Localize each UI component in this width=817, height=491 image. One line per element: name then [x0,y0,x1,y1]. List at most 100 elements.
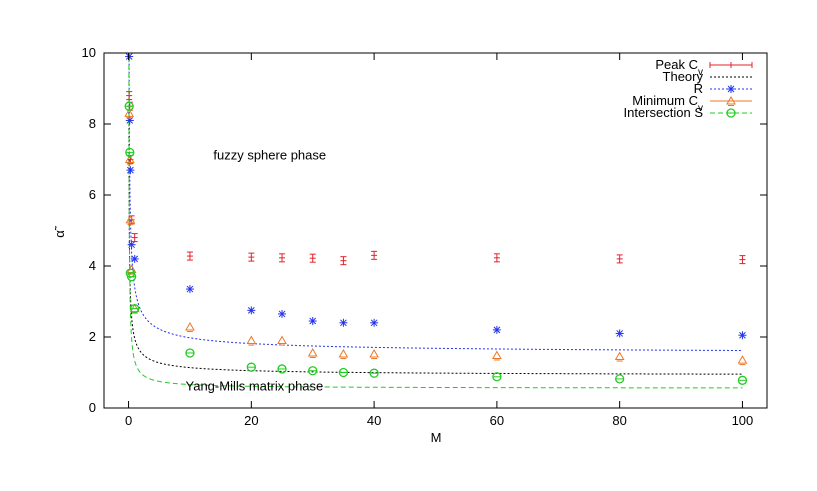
data-point-series-0 [739,255,746,265]
data-point-series-2 [308,317,317,326]
axis-ticks: 0 20 40 60 80 100 0 2 4 6 8 10 [82,45,767,428]
data-point-series-4 [369,368,379,378]
data-point-series-4 [126,271,137,282]
legend-label: Peak Cv [655,57,703,78]
data-point-series-3 [369,349,379,360]
data-point-series-0 [131,233,138,243]
data-point-series-2 [615,329,624,338]
data-point-series-2 [492,325,501,334]
y-axis-label: α̃ [52,225,67,238]
data-point-series-2 [185,285,194,294]
curve-series-1 [128,112,743,375]
x-tick-label: 60 [490,413,504,428]
marker-triangle [277,335,287,345]
data-point-series-3 [125,214,136,225]
plot-area [103,52,768,409]
marker-triangle [246,335,257,345]
legend-label-text: Minimum C [632,93,698,108]
annotations: fuzzy sphere phase Yang-Mills matrix phas… [186,148,327,394]
annotation: fuzzy sphere phase [213,148,326,163]
data-point-series-4 [130,303,140,314]
data-point-series-3 [124,154,135,165]
marker-stroke [370,319,378,327]
data-point-series-4 [308,366,318,376]
marker-stroke [739,331,746,339]
y-tick-label: 8 [89,116,96,131]
legend-label-text: Theory [663,69,704,84]
marker-triangle [124,108,135,117]
data-point-series-2 [339,318,348,327]
data-point-series-2 [370,318,379,327]
plot-frame [103,52,768,409]
data-point-series-4 [125,147,135,158]
marker-triangle [737,355,748,364]
legend-label-text: Peak C [655,57,698,72]
marker-stroke [126,117,134,124]
x-tick-label: 0 [125,413,132,428]
marker-triangle [185,322,195,331]
legend-entry: Intersection S [624,105,752,120]
data-point-series-3 [277,335,287,346]
data-point-series-2 [130,254,139,263]
legend-entry: Minimum Cv [632,93,752,114]
data-point-series-2 [126,166,135,175]
data-point-series-4 [277,364,287,374]
x-tick-label: 80 [612,413,626,428]
legend-label-text: R [694,81,703,96]
y-tick-label: 2 [89,329,96,344]
x-tick-label: 20 [244,413,258,428]
legend-marker-stroke [727,85,735,93]
x-axis-label: M [431,430,442,445]
data-point-series-2 [127,240,136,249]
legend-label: Minimum Cv [632,93,703,114]
data-point-series-3 [737,355,748,366]
data-point-series-0 [279,253,286,263]
marker-stroke [340,319,347,327]
data-point-series-3 [614,351,625,362]
data-point-series-2 [738,331,747,340]
marker-triangle [369,349,379,358]
series-markers [124,52,748,385]
data-point-series-0 [616,254,623,264]
y-tick-label: 6 [89,187,96,202]
curve-series-2 [128,55,743,351]
data-point-series-4 [492,372,502,382]
data-point-series-4 [615,374,625,384]
legend-entry: Peak Cv [655,57,753,78]
marker-stroke [493,326,501,334]
legend-label: R [694,81,703,96]
legend-label: Intersection S [624,105,704,120]
legend-label-text: Intersection S [624,105,704,120]
marker-stroke [125,53,133,60]
data-point-series-3 [338,349,349,360]
y-tick-label: 4 [89,258,96,273]
data-point-series-3 [185,322,195,333]
legend-marker [727,85,735,93]
data-point-series-3 [307,347,318,358]
marker-triangle [124,154,135,163]
marker-stroke [616,330,624,337]
marker-triangle [307,347,318,357]
marker-stroke [278,310,286,318]
marker-stroke [131,255,139,263]
marker-triangle [125,214,136,224]
marker-stroke [186,285,194,293]
annotation: Yang-Mills matrix phase [186,378,324,393]
legend-label: Theory [663,69,704,84]
y-tick-label: 0 [89,400,96,415]
marker-stroke [128,241,135,249]
legend-marker-triangle [726,95,736,105]
data-point-series-2 [247,306,256,315]
data-point-series-4 [737,375,748,385]
legend-marker [726,108,736,118]
legend-label-subscript: v [698,103,703,114]
legend-entry: R [694,81,752,96]
data-point-series-4 [338,367,349,378]
data-point-series-0 [371,250,378,260]
x-tick-label: 100 [732,413,754,428]
data-point-series-4 [124,101,134,111]
y-tick-label: 10 [82,45,96,60]
data-point-series-0 [186,251,193,261]
